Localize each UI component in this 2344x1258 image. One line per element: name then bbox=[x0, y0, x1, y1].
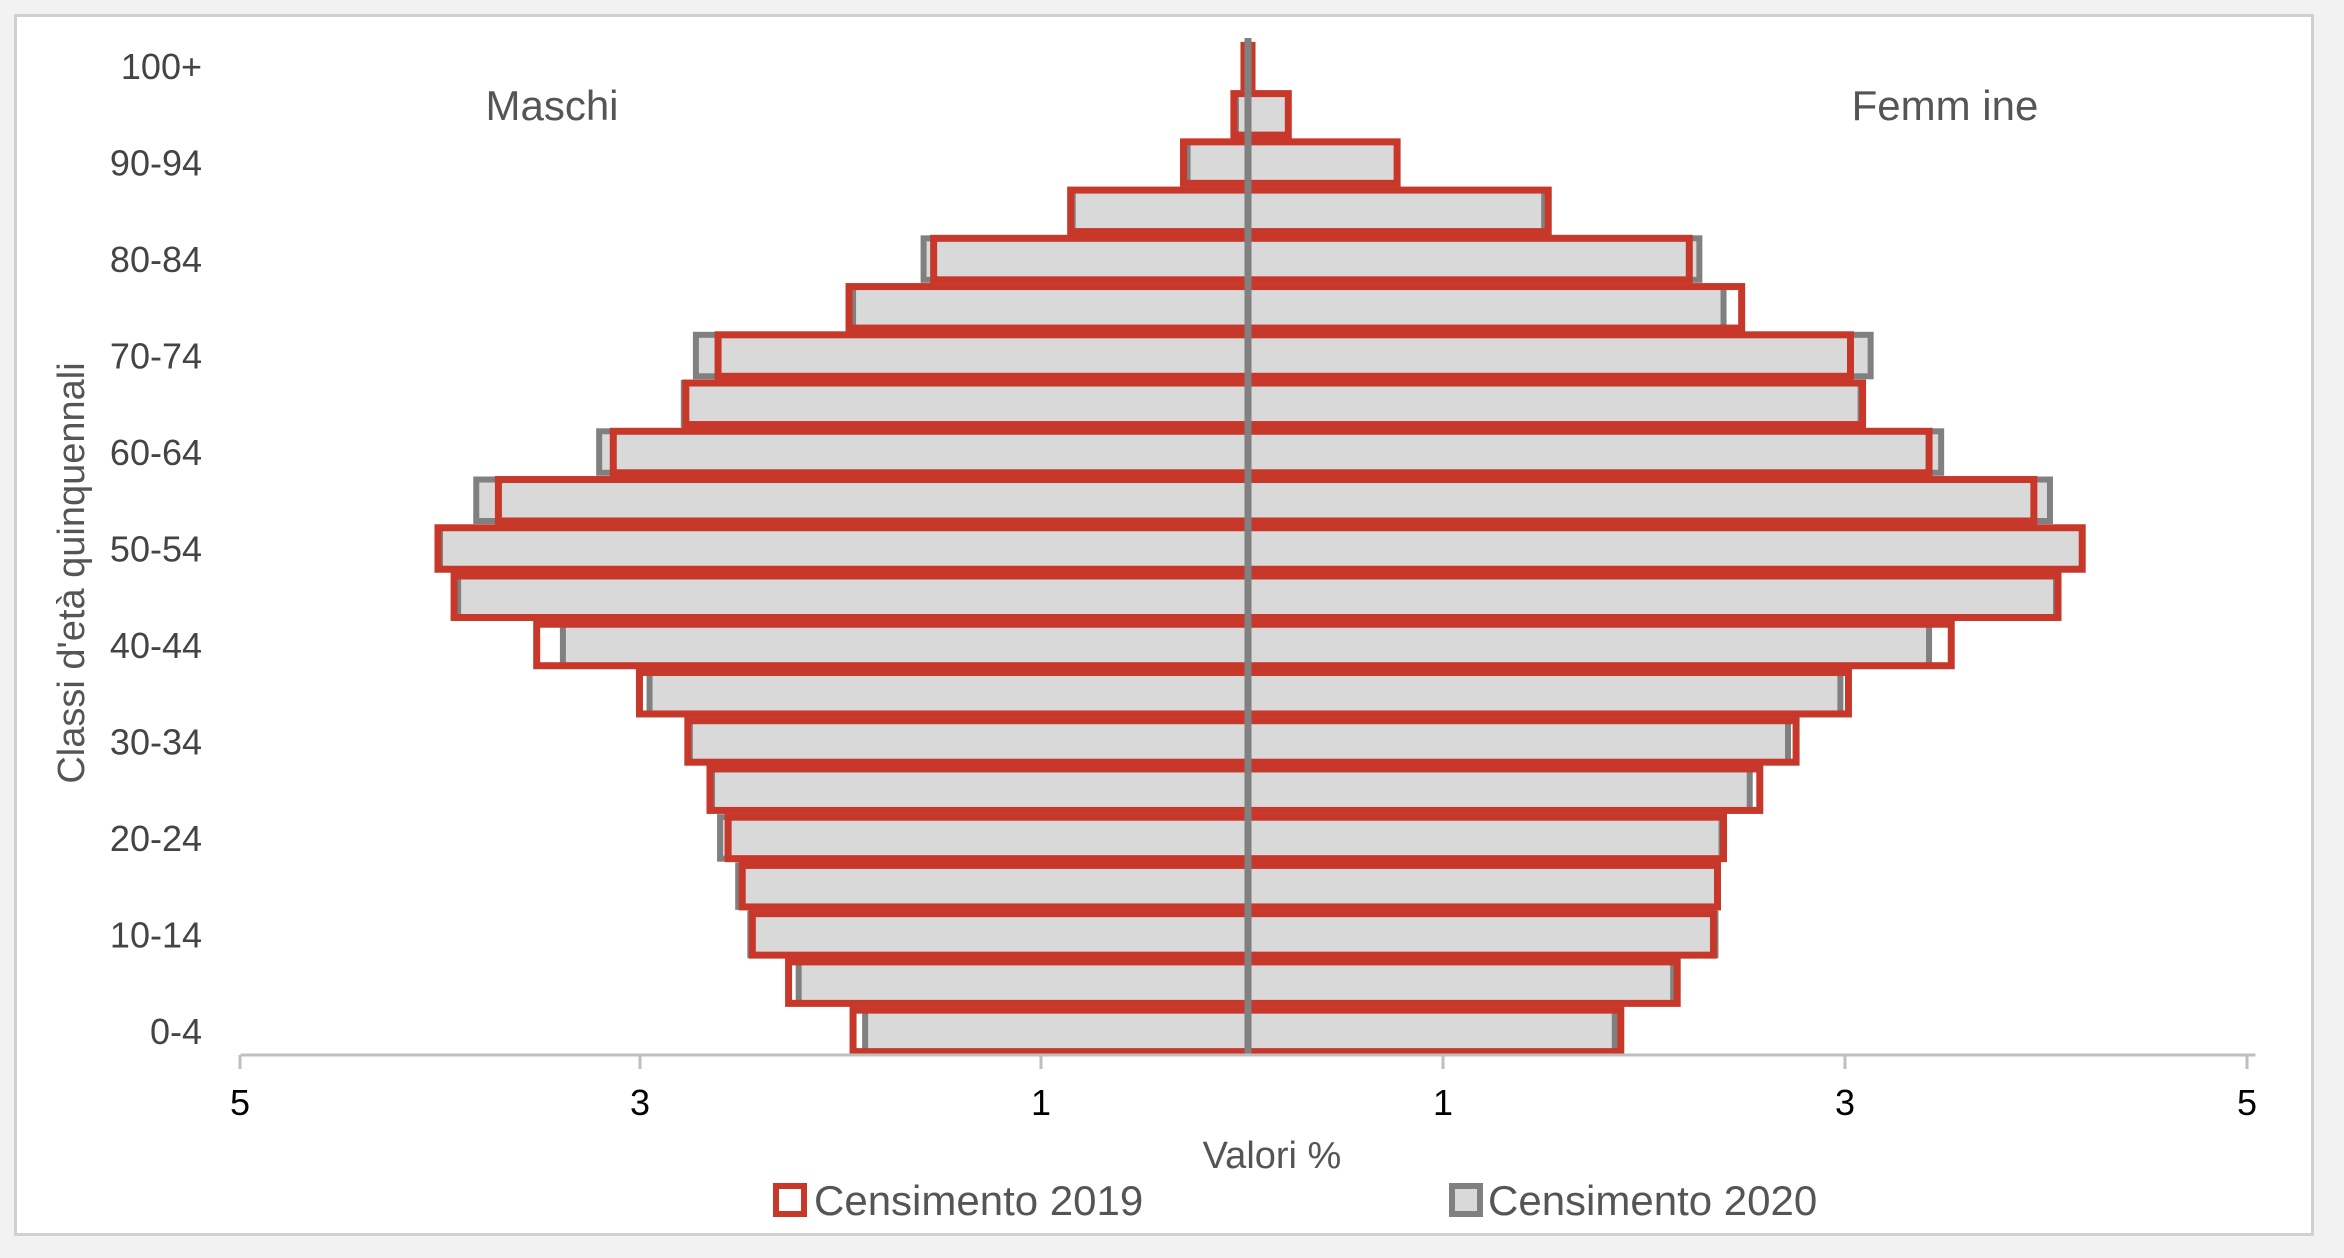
y-category-label: 10-14 bbox=[110, 914, 202, 955]
bar-2020-male-20-24 bbox=[717, 814, 1251, 862]
bar-2020-female-60-64 bbox=[1245, 428, 1945, 476]
y-category-label: 0-4 bbox=[150, 1011, 202, 1052]
bar-2020-male-15-19 bbox=[735, 862, 1252, 910]
label-femmine: Femm ine bbox=[1852, 82, 2039, 129]
bar-2020-female-30-34 bbox=[1245, 717, 1792, 766]
bar-2020-female-20-24 bbox=[1245, 814, 1725, 862]
bar-2020-male-55-59 bbox=[473, 476, 1251, 525]
bar-2020-male-5-9 bbox=[795, 958, 1252, 1007]
bar-2020-female-85-89 bbox=[1245, 187, 1548, 235]
bar-2020-male-30-34 bbox=[686, 717, 1251, 766]
bar-2020-male-90-94 bbox=[1184, 138, 1252, 187]
x-tick-label: 1 bbox=[1031, 1082, 1051, 1123]
y-category-label: 30-34 bbox=[110, 721, 202, 762]
y-category-label: 80-84 bbox=[110, 239, 202, 280]
bar-2020-female-75-79 bbox=[1245, 283, 1727, 332]
x-tick-label: 3 bbox=[1835, 1082, 1855, 1123]
y-category-label: 40-44 bbox=[110, 625, 202, 666]
x-axis-title: Valori % bbox=[1203, 1135, 1342, 1177]
y-category-label: 70-74 bbox=[110, 336, 202, 377]
bar-2020-female-35-39 bbox=[1245, 669, 1844, 717]
bar-2020-female-90-94 bbox=[1245, 138, 1401, 187]
y-category-label: 20-24 bbox=[110, 818, 202, 859]
y-category-label: 50-54 bbox=[110, 529, 202, 570]
y-category-labels: 0-4 10-14 20-24 30-34 40-44 50-54 60-64 70-74 80… bbox=[110, 46, 202, 1052]
x-tick-label: 1 bbox=[1433, 1082, 1453, 1123]
bar-2020-female-10-14 bbox=[1245, 910, 1719, 959]
legend-label-censimento-2020: Censimento 2020 bbox=[1488, 1177, 1817, 1224]
bar-2020-female-55-59 bbox=[1245, 476, 2053, 525]
y-category-label: 90-94 bbox=[110, 143, 202, 184]
bar-2020-female-45-49 bbox=[1245, 572, 2060, 621]
bar-2020-male-40-44 bbox=[559, 621, 1251, 669]
bar-2020-male-25-29 bbox=[709, 765, 1251, 814]
y-axis-title: Classi d'età quinquennali bbox=[51, 362, 93, 783]
legend: Censimento 2019 Censimento 2020 bbox=[773, 1177, 1817, 1224]
bar-2020-female-95-99 bbox=[1245, 90, 1292, 139]
bar-2020-male-80-84 bbox=[920, 235, 1252, 283]
y-category-label: 100+ bbox=[121, 46, 202, 87]
bar-2020-male-65-69 bbox=[680, 380, 1251, 428]
x-tick-label: 5 bbox=[2237, 1082, 2257, 1123]
bar-2020-female-65-69 bbox=[1245, 380, 1864, 428]
y-category-label: 60-64 bbox=[110, 432, 202, 473]
bar-2020-male-75-79 bbox=[850, 283, 1251, 332]
bar-2020-male-70-74 bbox=[692, 331, 1251, 380]
bar-2020-male-10-14 bbox=[747, 910, 1251, 959]
legend-label-censimento-2019: Censimento 2019 bbox=[814, 1177, 1143, 1224]
bar-2020-male-50-54 bbox=[436, 524, 1251, 573]
x-tick-label: 3 bbox=[630, 1082, 650, 1123]
bar-2020-female-25-29 bbox=[1245, 765, 1753, 814]
bar-2020-male-60-64 bbox=[596, 428, 1251, 476]
legend-swatch-censimento-2019 bbox=[773, 1183, 807, 1217]
bar-2020-female-5-9 bbox=[1245, 958, 1677, 1007]
bar-2020-female-70-74 bbox=[1245, 331, 1874, 380]
bar-2020-male-85-89 bbox=[1069, 187, 1251, 235]
bar-2020-female-0-4 bbox=[1245, 1007, 1618, 1055]
bar-2020-male-0-4 bbox=[862, 1007, 1252, 1055]
bar-2020-female-50-54 bbox=[1245, 524, 2086, 573]
bar-2020-female-80-84 bbox=[1245, 235, 1703, 283]
bar-2020-female-40-44 bbox=[1245, 621, 1933, 669]
bar-2020-female-15-19 bbox=[1245, 862, 1721, 910]
x-tick-label: 5 bbox=[230, 1082, 250, 1123]
x-ticks: 5 3 1 1 3 5 bbox=[230, 1055, 2257, 1123]
bar-2020-male-45-49 bbox=[455, 572, 1251, 621]
bars-censimento-2020 bbox=[436, 42, 2086, 1055]
bar-2020-male-35-39 bbox=[646, 669, 1251, 717]
legend-swatch-censimento-2020 bbox=[1449, 1183, 1483, 1217]
label-maschi: Maschi bbox=[485, 82, 618, 129]
